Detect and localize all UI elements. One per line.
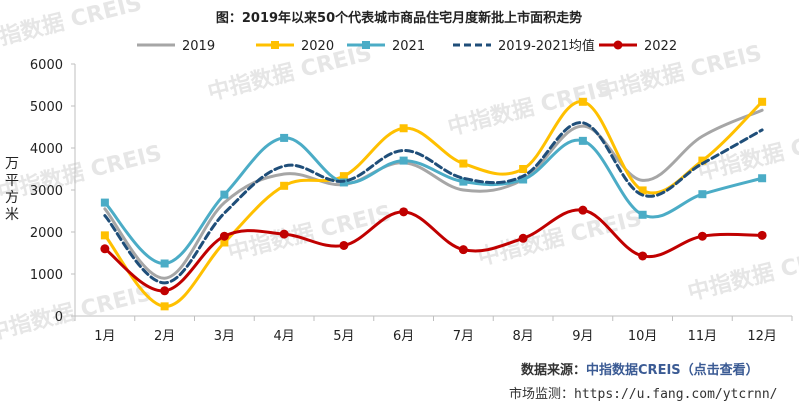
data-point-marker xyxy=(459,159,468,168)
legend-label: 2021 xyxy=(392,39,425,54)
data-point-marker xyxy=(219,231,229,241)
watermark-text: 中指数据 CREIS xyxy=(0,280,154,346)
x-tick-label: 3月 xyxy=(214,329,235,344)
data-point-marker xyxy=(578,136,587,145)
legend-label: 2022 xyxy=(644,39,677,54)
y-axis-label: 万平方米 xyxy=(5,156,19,223)
x-tick-label: 6月 xyxy=(393,329,414,344)
monitor-prefix: 市场监测： xyxy=(509,386,574,402)
data-point-marker xyxy=(339,172,348,181)
series-1 xyxy=(100,97,767,311)
legend-item: 2021 xyxy=(347,39,425,54)
source-link[interactable]: 中指数据CREIS（点击查看） xyxy=(586,362,759,378)
data-point-marker xyxy=(160,286,170,296)
data-point-marker xyxy=(280,181,289,190)
data-point-marker xyxy=(518,233,528,243)
legend-item: 2020 xyxy=(256,39,334,54)
data-point-marker xyxy=(519,165,528,173)
legend-label: 2020 xyxy=(301,39,334,54)
x-tick-label: 4月 xyxy=(273,329,294,344)
series-layer xyxy=(100,97,767,311)
legend: 2019 2020 2021 2019-2021均值 2022 xyxy=(137,38,677,54)
watermark-text: 中指数据 CREIS xyxy=(445,75,614,141)
y-tick-label: 5000 xyxy=(30,100,63,115)
data-point-marker xyxy=(638,210,647,219)
data-point-marker xyxy=(100,198,109,207)
data-point-marker xyxy=(698,156,707,165)
legend-item: 2022 xyxy=(599,39,677,54)
data-point-marker xyxy=(339,240,349,250)
x-ticks: 1月 2月 3月 4月 5月 6月 7月 8月 9月 10月 11月 12月 xyxy=(74,316,793,344)
chart-title: 图：2019年以来50个代表城市商品住宅月度新批上市面积走势 xyxy=(216,10,582,26)
watermark-text: 中指数据 CREIS xyxy=(685,240,799,306)
data-point-marker xyxy=(638,186,647,195)
legend-marker xyxy=(271,41,279,49)
source-line: 数据来源：中指数据CREIS（点击查看） xyxy=(521,362,759,378)
legend-marker xyxy=(362,41,370,49)
watermark-text: 中指数据 CREIS xyxy=(0,0,144,56)
data-point-marker xyxy=(638,251,648,261)
x-tick-label: 2月 xyxy=(154,329,175,344)
data-point-marker xyxy=(399,124,408,133)
data-point-marker xyxy=(758,97,767,106)
x-tick-label: 1月 xyxy=(94,329,115,344)
monitor-url[interactable]: https://u.fang.com/ytcrnn/ xyxy=(574,387,778,402)
series-4 xyxy=(100,205,767,296)
data-point-marker xyxy=(100,244,110,254)
series-0 xyxy=(103,108,764,280)
legend-label: 2019 xyxy=(182,39,215,54)
y-tick-label: 4000 xyxy=(30,142,63,157)
data-point-marker xyxy=(399,156,408,165)
legend-label: 2019-2021均值 xyxy=(498,38,595,54)
data-point-marker xyxy=(220,238,229,247)
y-tick-label: 2000 xyxy=(30,226,63,241)
source-prefix: 数据来源： xyxy=(521,362,586,378)
data-point-marker xyxy=(160,302,169,311)
y-ticks: 0 1000 2000 3000 4000 5000 6000 xyxy=(30,58,75,325)
data-point-marker xyxy=(459,177,468,186)
data-point-marker xyxy=(697,231,707,241)
x-tick-label: 11月 xyxy=(688,329,718,344)
series-line xyxy=(103,121,764,285)
series-line xyxy=(103,100,764,308)
data-point-marker xyxy=(519,175,528,184)
data-point-marker xyxy=(458,245,468,255)
y-tick-label: 3000 xyxy=(30,184,63,199)
x-tick-label: 10月 xyxy=(628,329,658,344)
y-tick-label: 0 xyxy=(55,310,63,325)
data-point-marker xyxy=(280,133,289,142)
x-tick-label: 8月 xyxy=(512,329,533,344)
data-point-marker xyxy=(220,190,229,199)
data-point-marker xyxy=(698,190,707,199)
y-tick-label: 1000 xyxy=(30,268,63,283)
x-tick-label: 7月 xyxy=(453,329,474,344)
watermark-text: 中指数据 CREIS xyxy=(225,200,394,266)
legend-item: 2019-2021均值 xyxy=(453,38,595,54)
data-point-marker xyxy=(399,207,409,217)
x-tick-label: 12月 xyxy=(747,329,777,344)
data-point-marker xyxy=(100,231,109,240)
monitor-line: 市场监测：https://u.fang.com/ytcrnn/ xyxy=(509,386,778,402)
x-tick-label: 5月 xyxy=(333,329,354,344)
series-line xyxy=(103,108,764,280)
data-point-marker xyxy=(279,229,289,239)
watermark-text: 中指数据 CREIS xyxy=(0,140,164,206)
y-tick-label: 6000 xyxy=(30,58,63,73)
series-3 xyxy=(103,121,764,285)
data-point-marker xyxy=(578,97,587,106)
data-point-marker xyxy=(578,205,588,215)
data-point-marker xyxy=(758,174,767,183)
data-point-marker xyxy=(757,230,767,240)
legend-marker xyxy=(613,40,623,50)
watermark-text: 中指数据 CREIS xyxy=(205,40,374,106)
legend-item: 2019 xyxy=(137,39,215,54)
watermark-text: 中指数据 CREIS xyxy=(595,40,764,106)
x-tick-label: 9月 xyxy=(572,329,593,344)
series-line xyxy=(103,136,764,266)
data-point-marker xyxy=(160,259,169,268)
